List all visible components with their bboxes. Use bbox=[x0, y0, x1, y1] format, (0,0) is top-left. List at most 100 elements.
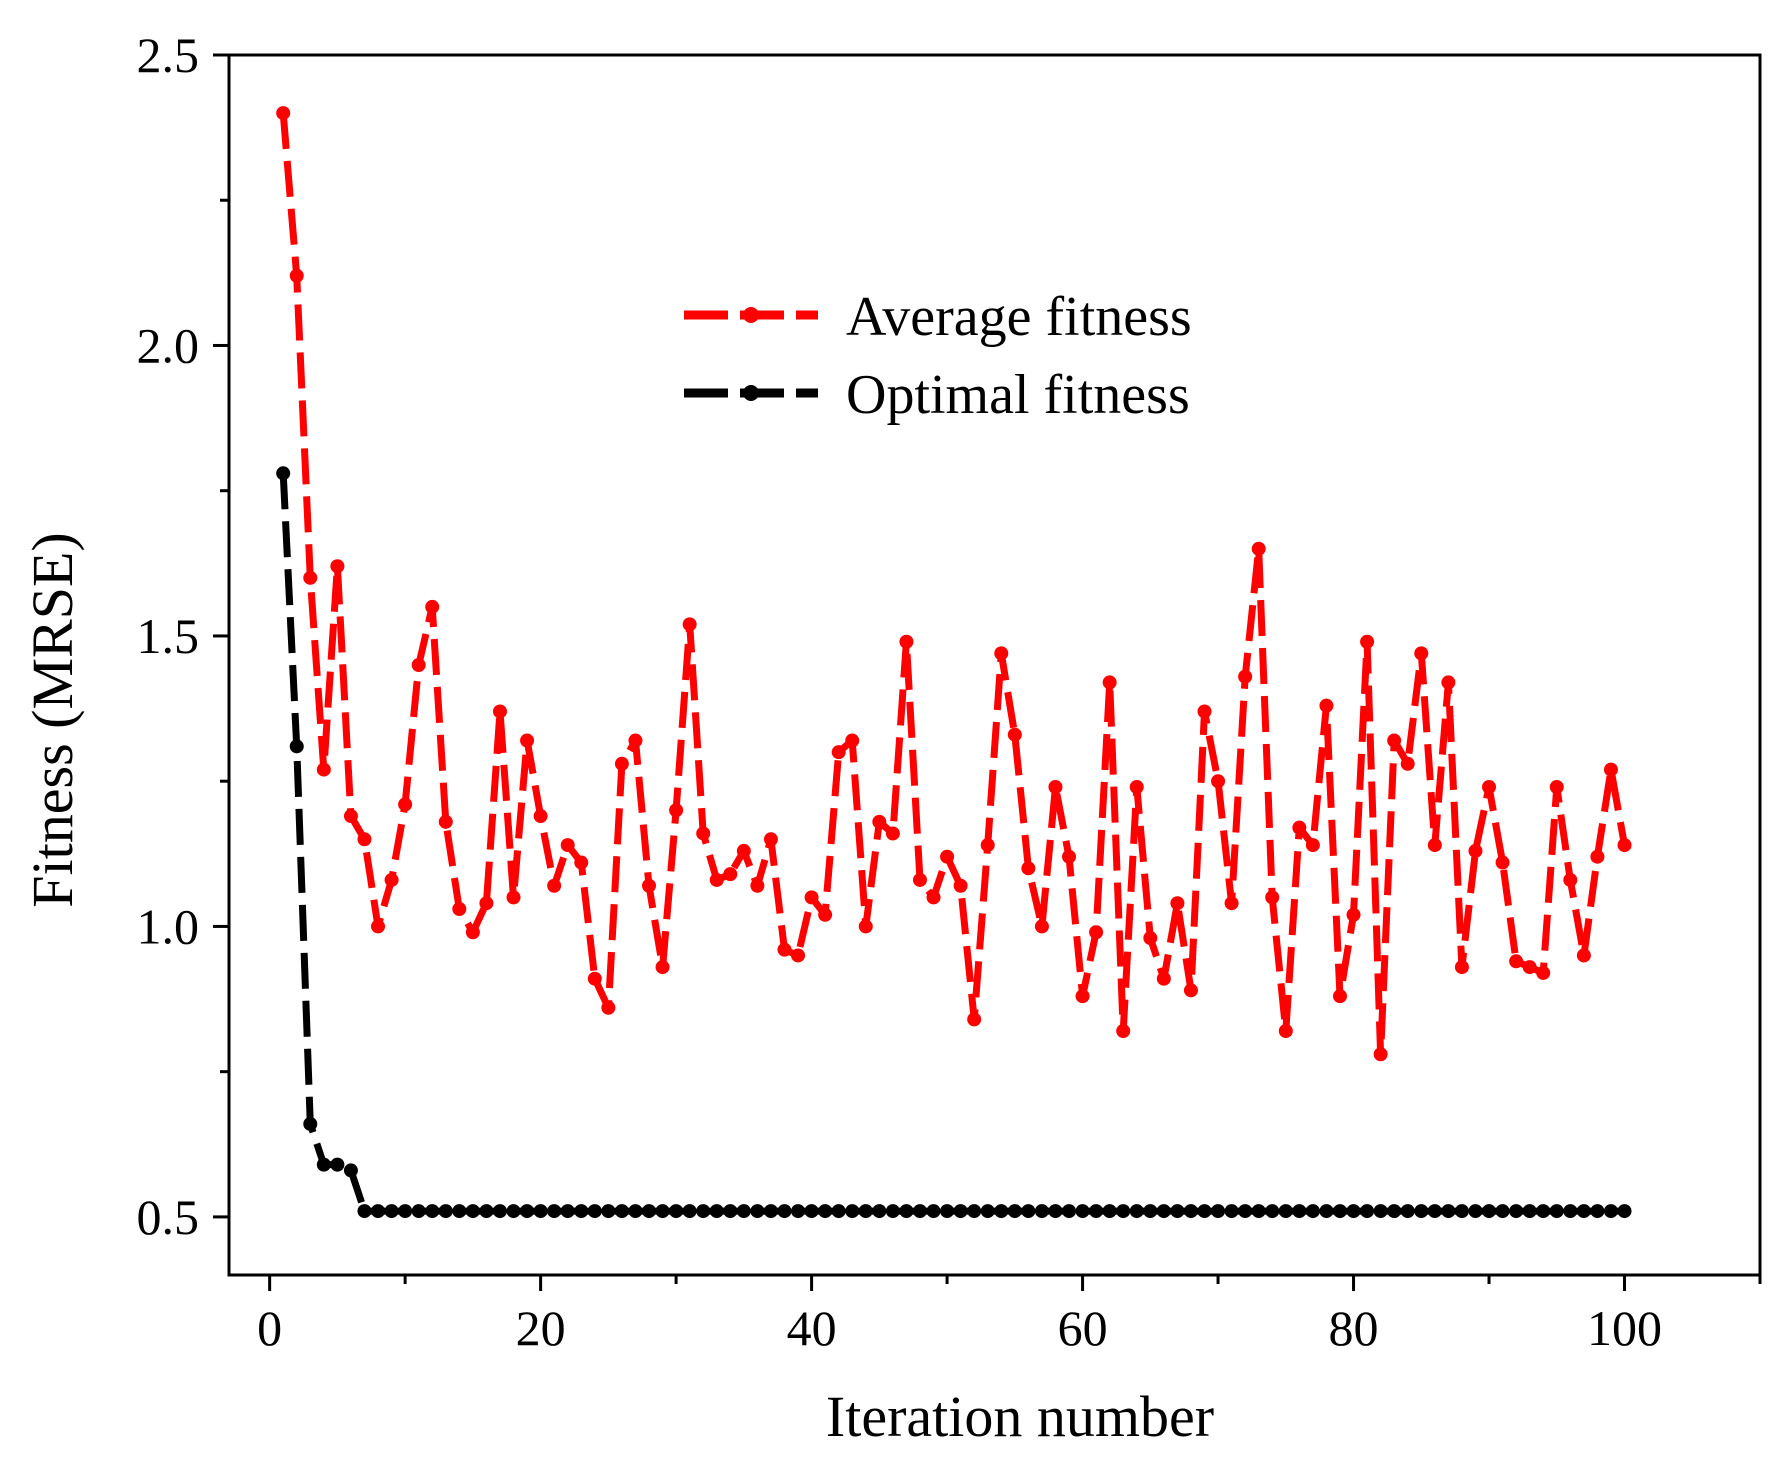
data-point bbox=[1590, 849, 1605, 864]
data-point bbox=[1495, 855, 1510, 870]
data-point bbox=[736, 843, 751, 858]
data-point bbox=[1021, 861, 1036, 876]
data-point bbox=[1387, 1204, 1402, 1219]
data-point bbox=[1238, 669, 1253, 684]
data-point bbox=[1102, 1204, 1117, 1219]
data-point bbox=[1075, 989, 1090, 1004]
data-point bbox=[547, 878, 562, 893]
data-point bbox=[1197, 704, 1212, 719]
data-point bbox=[1251, 541, 1266, 556]
data-point bbox=[343, 1163, 358, 1178]
data-point bbox=[1563, 1204, 1578, 1219]
data-point bbox=[1211, 774, 1226, 789]
data-point bbox=[614, 756, 629, 771]
data-point bbox=[371, 919, 386, 934]
y-tick-label: 1.5 bbox=[137, 608, 200, 664]
data-point bbox=[642, 878, 657, 893]
data-point bbox=[669, 1204, 684, 1219]
data-point bbox=[1387, 733, 1402, 748]
data-point bbox=[953, 878, 968, 893]
data-point bbox=[1034, 1204, 1049, 1219]
data-point bbox=[791, 1204, 806, 1219]
x-tick-label: 0 bbox=[257, 1300, 282, 1356]
data-point bbox=[1062, 849, 1077, 864]
data-point bbox=[1305, 838, 1320, 853]
data-point bbox=[533, 1204, 548, 1219]
data-point bbox=[1156, 971, 1171, 986]
data-point bbox=[1224, 1204, 1239, 1219]
data-point bbox=[1414, 1204, 1429, 1219]
data-point bbox=[1021, 1204, 1036, 1219]
series-markers-0 bbox=[276, 106, 1632, 1062]
data-point bbox=[994, 1204, 1009, 1219]
data-point bbox=[384, 872, 399, 887]
data-point bbox=[763, 1204, 778, 1219]
data-point bbox=[425, 599, 440, 614]
data-point bbox=[587, 971, 602, 986]
data-point bbox=[1482, 780, 1497, 794]
data-point bbox=[655, 1204, 670, 1219]
data-point bbox=[330, 559, 345, 574]
data-point bbox=[845, 733, 860, 748]
data-point bbox=[1197, 1204, 1212, 1219]
data-point bbox=[885, 1204, 900, 1219]
data-point bbox=[1549, 1204, 1564, 1219]
data-point bbox=[709, 1204, 724, 1219]
data-point bbox=[343, 809, 358, 824]
data-point bbox=[1319, 698, 1334, 713]
data-point bbox=[1522, 960, 1537, 975]
legend-label: Average fitness bbox=[846, 286, 1192, 348]
data-point bbox=[1576, 1204, 1591, 1219]
data-point bbox=[682, 617, 697, 632]
data-point bbox=[506, 1204, 521, 1219]
data-point bbox=[818, 907, 833, 922]
data-point bbox=[330, 1157, 345, 1172]
data-point bbox=[723, 1204, 738, 1219]
data-point bbox=[1346, 1204, 1361, 1219]
data-point bbox=[1062, 1204, 1077, 1219]
x-tick-label: 60 bbox=[1058, 1300, 1108, 1356]
data-point bbox=[492, 1204, 507, 1219]
data-point bbox=[967, 1012, 982, 1027]
data-point bbox=[1116, 1024, 1131, 1038]
data-point bbox=[669, 803, 684, 818]
data-point bbox=[1400, 1204, 1415, 1219]
data-point bbox=[316, 1157, 331, 1172]
data-point bbox=[1522, 1204, 1537, 1219]
data-point bbox=[1183, 983, 1198, 998]
data-point bbox=[533, 809, 548, 824]
data-point bbox=[289, 739, 304, 754]
data-point bbox=[831, 1204, 846, 1219]
data-point bbox=[1427, 838, 1442, 853]
legend-item: Optimal fitness bbox=[684, 364, 1190, 426]
data-point bbox=[858, 1204, 873, 1219]
data-point bbox=[1170, 896, 1185, 911]
data-point bbox=[628, 733, 643, 748]
legend-swatch-marker bbox=[743, 307, 759, 323]
data-point bbox=[1007, 727, 1022, 742]
data-point bbox=[614, 1204, 629, 1219]
data-point bbox=[912, 872, 927, 887]
data-point bbox=[777, 942, 792, 957]
data-point bbox=[980, 1204, 995, 1219]
data-point bbox=[479, 1204, 494, 1219]
data-point bbox=[1603, 762, 1618, 777]
data-point bbox=[804, 1204, 819, 1219]
data-point bbox=[763, 832, 778, 847]
data-point bbox=[303, 570, 318, 585]
series-line-optimal-fitness bbox=[279, 473, 1625, 1215]
data-point bbox=[601, 1000, 616, 1015]
data-point bbox=[560, 838, 575, 853]
series-markers-1 bbox=[276, 466, 1632, 1219]
data-point bbox=[1332, 989, 1347, 1004]
data-point bbox=[899, 634, 914, 649]
data-point bbox=[750, 1204, 765, 1219]
data-point bbox=[574, 855, 589, 870]
data-point bbox=[912, 1204, 927, 1219]
data-point bbox=[1278, 1024, 1293, 1038]
data-point bbox=[1441, 1204, 1456, 1219]
y-tick-label: 1.0 bbox=[137, 898, 200, 954]
data-point bbox=[682, 1204, 697, 1219]
y-axis-label: Fitness (MRSE) bbox=[20, 532, 85, 907]
plot-frame bbox=[227, 53, 1762, 1277]
